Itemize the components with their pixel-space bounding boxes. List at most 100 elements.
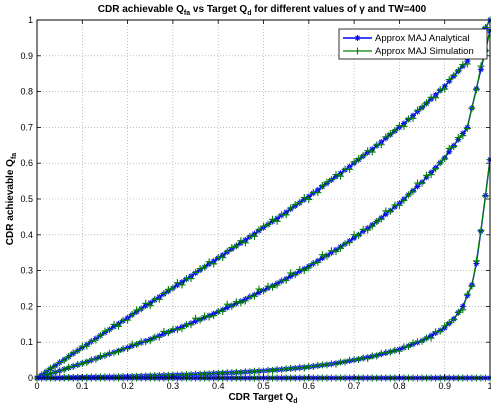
y-tick-label: 0.4 — [20, 230, 33, 240]
simulation-point — [133, 306, 141, 314]
simulation-point — [96, 331, 104, 339]
simulation-point — [105, 326, 113, 334]
simulation-point — [164, 285, 172, 293]
simulation-point — [241, 297, 249, 305]
simulation-point — [436, 159, 444, 167]
plot-area — [37, 20, 490, 378]
simulation-point — [92, 336, 100, 344]
simulation-point — [441, 85, 449, 93]
x-tick-label: 0.5 — [257, 381, 270, 391]
simulation-point — [232, 298, 240, 306]
simulation-point — [128, 310, 136, 318]
simulation-point — [205, 258, 213, 266]
x-tick-label: 0.9 — [438, 381, 451, 391]
x-tick-label: 0.2 — [121, 381, 134, 391]
simulation-point — [287, 269, 295, 277]
simulation-point — [314, 189, 322, 197]
simulation-point — [124, 316, 132, 324]
simulation-point — [83, 358, 91, 366]
simulation-point — [459, 132, 467, 140]
simulation-point — [400, 196, 408, 204]
simulation-point — [291, 364, 299, 372]
simulation-point — [423, 99, 431, 107]
simulation-point — [355, 355, 363, 363]
y-tick-label: 0.1 — [20, 337, 33, 347]
simulation-point — [382, 207, 390, 215]
x-axis-label: CDR Target Qd — [228, 392, 297, 405]
simulation-point — [377, 215, 385, 223]
simulation-point — [255, 285, 263, 293]
simulation-point — [92, 355, 100, 363]
simulation-point — [250, 232, 258, 240]
simulation-point — [291, 271, 299, 279]
simulation-point — [137, 305, 145, 313]
y-tick-label: 0.5 — [20, 194, 33, 204]
simulation-point — [133, 341, 141, 349]
simulation-point — [260, 367, 267, 375]
simulation-point — [382, 133, 390, 141]
simulation-point — [450, 316, 458, 324]
simulation-point — [346, 238, 354, 246]
simulation-point — [246, 368, 254, 376]
simulation-point — [350, 231, 358, 239]
simulation-point — [377, 141, 385, 149]
simulation-point — [463, 290, 471, 298]
simulation-point — [173, 326, 181, 334]
simulation-point — [404, 343, 412, 351]
simulation-point — [269, 215, 277, 223]
simulation-point — [146, 337, 154, 345]
simulation-point — [291, 201, 299, 209]
simulation-point — [454, 134, 462, 142]
simulation-point — [427, 171, 435, 179]
simulation-point — [260, 222, 267, 230]
simulation-point — [323, 252, 331, 260]
simulation-point — [418, 337, 426, 345]
simulation-point — [432, 165, 440, 173]
chart-title: CDR achievable Qfa vs Target Qd for diff… — [98, 4, 427, 17]
simulation-point — [377, 349, 385, 357]
legend-label-simulation: Approx MAJ Simulation — [375, 46, 474, 57]
legend-marker-analytical — [354, 35, 361, 41]
simulation-point — [468, 282, 476, 290]
simulation-point — [418, 179, 426, 187]
simulation-point — [296, 198, 304, 206]
y-tick-label: 0.9 — [20, 51, 33, 61]
simulation-point — [228, 302, 236, 310]
simulation-point — [232, 242, 240, 250]
simulation-point — [65, 353, 73, 361]
simulation-point — [432, 94, 440, 102]
simulation-point — [332, 248, 340, 256]
y-tick-label: 1 — [28, 15, 33, 25]
simulation-point — [364, 355, 372, 363]
simulation-point — [278, 277, 286, 285]
simulation-point — [105, 349, 113, 357]
simulation-point — [210, 260, 218, 268]
simulation-point — [341, 240, 349, 248]
simulation-point — [115, 348, 123, 356]
axis-ticks: 0 0.1 0.2 0.3 0.4 0.5 0.6 0.7 0.8 0.9 1 0 0.1 0.2 0.3 0… — [20, 15, 491, 391]
x-tick-label: 0.6 — [303, 381, 316, 391]
simulation-point — [60, 366, 68, 374]
simulation-point — [264, 220, 272, 228]
x-tick-label: 0.8 — [393, 381, 406, 391]
legend-box — [338, 28, 488, 60]
simulation-point — [373, 218, 381, 226]
simulation-point — [115, 322, 123, 330]
y-axis-label: CDR achievable Qfa — [5, 153, 18, 245]
simulation-point — [459, 306, 467, 314]
simulation-point — [237, 299, 245, 307]
simulation-point — [414, 106, 422, 114]
simulation-point — [155, 295, 163, 303]
x-tick-label: 0.1 — [76, 381, 89, 391]
simulation-point — [327, 247, 335, 255]
simulation-point — [454, 308, 462, 316]
simulation-point — [210, 312, 218, 320]
y-tick-label: 0.2 — [20, 301, 33, 311]
simulation-point — [364, 147, 372, 155]
simulation-point — [196, 316, 204, 324]
simulation-point — [250, 292, 258, 300]
simulation-point — [414, 338, 422, 346]
simulation-point — [201, 312, 209, 320]
simulation-point — [241, 239, 249, 247]
y-tick-label: 0 — [28, 373, 33, 383]
